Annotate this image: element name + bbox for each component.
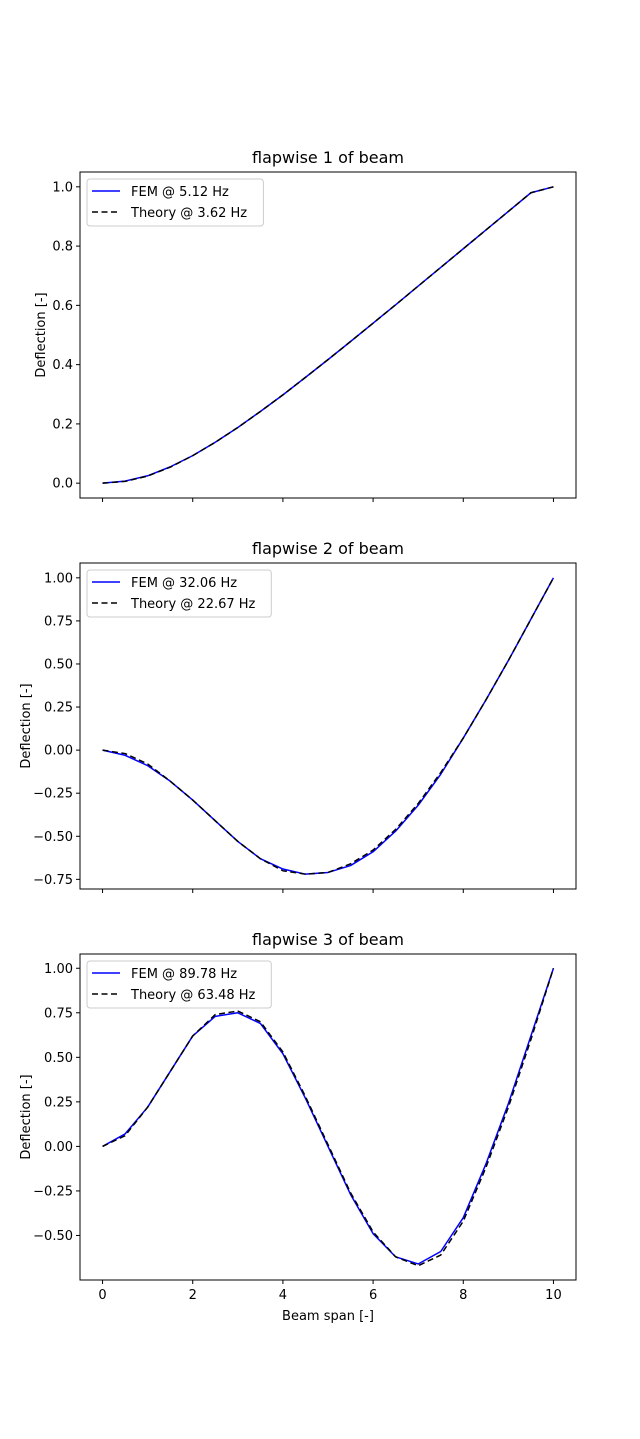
- axes-frame: [79, 953, 577, 1281]
- y-tick-label: 0.2: [52, 417, 73, 432]
- y-tick-label: 0.50: [44, 1051, 73, 1066]
- axes-frame: [79, 171, 577, 499]
- x-tick-label: 2: [189, 1288, 197, 1303]
- y-tick-label: 0.6: [52, 299, 73, 314]
- chart-panel-2: −0.75 −0.50 −0.25 0.00 0.25 0.50 0.75 1.00 flapw…: [19, 539, 577, 893]
- legend-label-fem: FEM @ 5.12 Hz: [131, 185, 229, 200]
- chart-title: flapwise 1 of beam: [252, 148, 404, 167]
- y-tick-label: 0.25: [44, 701, 73, 716]
- y-tick-label: −0.50: [33, 1229, 73, 1244]
- legend-box: [86, 178, 264, 227]
- y-tick-label: 0.50: [44, 657, 73, 672]
- x-tick-label: 0: [98, 1288, 106, 1303]
- y-tick-label: 0.00: [44, 1140, 73, 1155]
- series-line-theory: [102, 577, 555, 875]
- y-tick-label: 0.0: [52, 477, 73, 492]
- legend-label-theory: Theory @ 3.62 Hz: [130, 206, 247, 221]
- y-tick-label: −0.75: [33, 873, 73, 888]
- y-tick-label: 0.4: [52, 358, 73, 373]
- y-tick-label: −0.25: [33, 787, 73, 802]
- series-line-theory: [102, 968, 555, 1267]
- x-axis-label: Beam span [-]: [282, 1309, 374, 1324]
- x-tick-label: 4: [279, 1288, 287, 1303]
- y-axis-label: Deflection [-]: [19, 1074, 34, 1159]
- series-line-theory: [102, 186, 554, 484]
- chart-panel-1: 0.0 0.2 0.4 0.6 0.8 1.0 flapwise 1 of beam Defl…: [34, 148, 577, 502]
- chart-title: flapwise 2 of beam: [252, 539, 404, 558]
- x-tick-label: 10: [545, 1288, 562, 1303]
- axes-frame: [79, 562, 577, 890]
- legend-label-fem: FEM @ 32.06 Hz: [131, 576, 237, 591]
- y-axis-label: Deflection [-]: [34, 292, 49, 377]
- y-tick-label: 0.00: [44, 744, 73, 759]
- y-tick-label: 0.25: [44, 1095, 73, 1110]
- legend-label-fem: FEM @ 89.78 Hz: [131, 967, 237, 982]
- y-axis-label: Deflection [-]: [19, 683, 34, 768]
- x-tick-label: 6: [369, 1288, 377, 1303]
- x-tick-label: 8: [459, 1288, 467, 1303]
- legend-label-theory: Theory @ 63.48 Hz: [130, 988, 256, 1003]
- legend-label-theory: Theory @ 22.67 Hz: [130, 597, 256, 612]
- legend-box: [86, 960, 272, 1009]
- y-tick-label: 0.75: [44, 614, 73, 629]
- y-tick-label: 1.00: [44, 571, 73, 586]
- y-tick-label: 0.8: [52, 240, 73, 255]
- y-tick-label: 0.75: [44, 1006, 73, 1021]
- legend-box: [86, 569, 272, 618]
- y-tick-label: −0.50: [33, 830, 73, 845]
- y-tick-label: −0.25: [33, 1184, 73, 1199]
- chart-panel-3: 0 2 4 6 8 10 −0.50 −0.25 0.00 0.25 0.50 0.75 1.00 fla…: [19, 930, 577, 1324]
- chart-title: flapwise 3 of beam: [252, 930, 404, 949]
- y-tick-label: 1.0: [52, 180, 73, 195]
- y-tick-label: 1.00: [44, 962, 73, 977]
